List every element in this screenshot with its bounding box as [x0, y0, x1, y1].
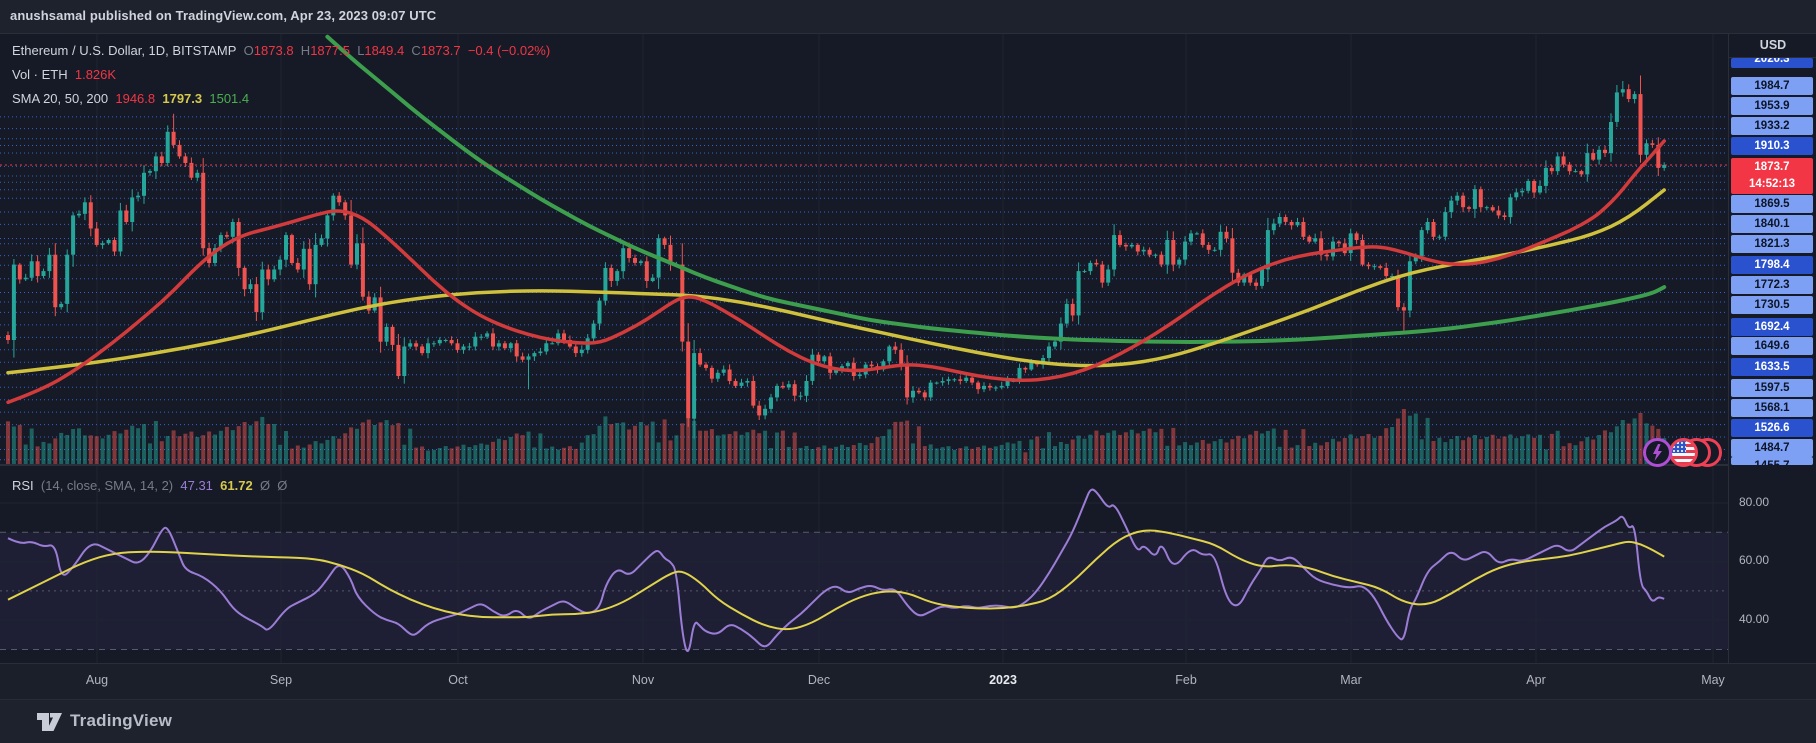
price-pane[interactable]	[0, 34, 1728, 464]
flag-canton	[1672, 441, 1686, 453]
symbol-title[interactable]: Ethereum / U.S. Dollar, 1D, BITSTAMP	[12, 43, 237, 58]
change-value: −0.4 (−0.02%)	[467, 43, 551, 58]
price-line-label: 1840.1	[1731, 215, 1813, 233]
price-line-label: 1821.3	[1731, 235, 1813, 253]
price-line-label: 1953.9	[1731, 97, 1813, 115]
price-line-label: 1597.5	[1731, 379, 1813, 397]
close-value: 1873.7	[420, 43, 461, 58]
volume-label[interactable]: Vol · ETH	[12, 67, 68, 82]
price-line-label: 1772.3	[1731, 276, 1813, 294]
lightning-event-icon[interactable]	[1643, 438, 1672, 467]
lightning-bolt-glyph	[1653, 444, 1662, 461]
current-price-label: 1873.7 14:52:13	[1731, 158, 1813, 194]
time-axis-label-may[interactable]: May	[1701, 673, 1725, 687]
time-axis-label-apr[interactable]: Apr	[1526, 673, 1546, 687]
high-value: 1877.5	[310, 43, 350, 58]
price-line-label: 1526.6	[1731, 419, 1813, 437]
price-line-label: 1910.3	[1731, 137, 1813, 155]
time-axis-label-mar[interactable]: Mar	[1340, 673, 1362, 687]
open-value: 1873.8	[253, 43, 294, 58]
price-line-label: 1633.5	[1731, 358, 1813, 376]
price-line-label: 1484.7	[1731, 439, 1813, 457]
footer-bar: TradingView	[0, 699, 1816, 743]
sma20-value: 1946.8	[115, 91, 156, 106]
price-axis-currency[interactable]: USD	[1729, 34, 1816, 58]
sma-legend-row[interactable]: SMA 20, 50, 200 1946.8 1797.3 1501.4	[12, 91, 249, 106]
chart-widget[interactable]: Ethereum / U.S. Dollar, 1D, BITSTAMP O18…	[0, 33, 1816, 664]
rsi-axis-tick: 40.00	[1739, 612, 1770, 626]
price-line-label: 1933.2	[1731, 117, 1813, 135]
time-axis-label-oct[interactable]: Oct	[448, 673, 468, 687]
rsi-hidden-output-1: Ø	[259, 478, 271, 493]
price-line-label: 1455.7	[1731, 457, 1813, 465]
time-axis-label-sep[interactable]: Sep	[269, 673, 293, 687]
publish-header: anushsamal published on TradingView.com,…	[0, 0, 1816, 33]
pane-divider[interactable]	[0, 464, 1728, 466]
rsi-signal-value: 61.72	[220, 478, 253, 493]
published-by-text: anushsamal published on TradingView.com,…	[10, 8, 437, 23]
high-label: H	[300, 43, 311, 58]
price-axis[interactable]: USD 2020.3 1984.7 1953.9 1933.2 1910.3 1869.5…	[1728, 34, 1816, 664]
bar-countdown: 14:52:13	[1748, 178, 1796, 190]
low-value: 1849.4	[364, 43, 405, 58]
price-line-label: 1730.5	[1731, 296, 1813, 314]
sma200-value: 1501.4	[209, 91, 250, 106]
price-line-label: 2020.3	[1731, 58, 1813, 68]
volume-legend-row[interactable]: Vol · ETH 1.826K	[12, 67, 116, 82]
rsi-axis-tick: 80.00	[1739, 495, 1770, 509]
open-label: O	[243, 43, 254, 58]
price-line-label: 1649.6	[1731, 337, 1813, 355]
symbol-title-row[interactable]: Ethereum / U.S. Dollar, 1D, BITSTAMP O18…	[12, 43, 550, 58]
tradingview-logo-icon[interactable]	[36, 711, 64, 733]
event-icons-cluster[interactable]	[1643, 438, 1722, 468]
rsi-hidden-output-2: Ø	[277, 478, 288, 493]
rsi-params: (14, close, SMA, 14, 2)	[40, 478, 174, 493]
price-line-label: 1568.1	[1731, 399, 1813, 417]
price-line-label: 1869.5	[1731, 195, 1813, 213]
sma-label[interactable]: SMA 20, 50, 200	[12, 91, 109, 106]
rsi-label[interactable]: RSI	[12, 478, 34, 493]
time-axis-label-aug[interactable]: Aug	[85, 673, 109, 687]
low-label: L	[357, 43, 365, 58]
price-line-label: 1984.7	[1731, 77, 1813, 95]
time-axis[interactable]: Aug Sep Oct Nov Dec 2023 Feb Mar Apr May	[0, 663, 1816, 700]
time-axis-label-feb[interactable]: Feb	[1175, 673, 1197, 687]
rsi-axis-tick: 60.00	[1739, 553, 1770, 567]
rsi-pane[interactable]	[0, 466, 1728, 664]
tradingview-brand-text[interactable]: TradingView	[70, 711, 173, 730]
volume-value: 1.826K	[74, 67, 117, 82]
rsi-legend-row[interactable]: RSI (14, close, SMA, 14, 2) 47.31 61.72 …	[12, 478, 287, 493]
time-axis-label-dec[interactable]: Dec	[807, 673, 831, 687]
time-axis-label-nov[interactable]: Nov	[631, 673, 655, 687]
rsi-value: 47.31	[180, 478, 213, 493]
us-flag-event-icon[interactable]	[1669, 438, 1698, 467]
sma50-value: 1797.3	[162, 91, 203, 106]
time-axis-label-2023[interactable]: 2023	[989, 673, 1017, 687]
price-line-label: 1798.4	[1731, 256, 1813, 274]
price-line-label: 1692.4	[1731, 318, 1813, 336]
current-price-value: 1873.7	[1754, 161, 1790, 173]
close-label: C	[411, 43, 421, 58]
